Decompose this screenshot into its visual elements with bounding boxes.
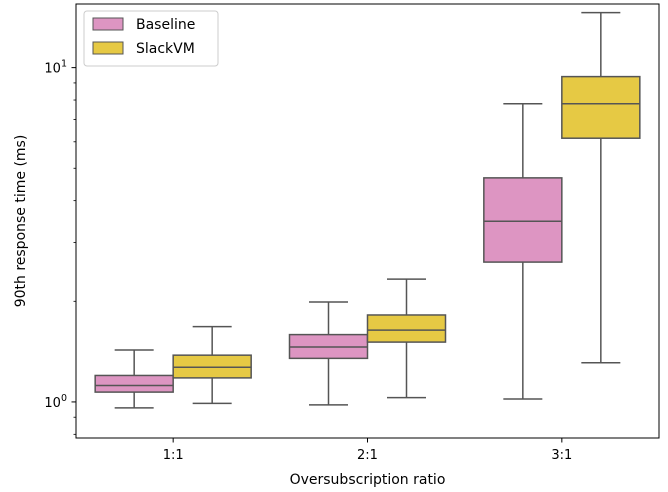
y-tick-label: 100 [44, 393, 67, 411]
x-axis: 1:1 2:1 3:1 [163, 438, 573, 463]
x-tick-label: 3:1 [551, 448, 572, 463]
box-iqr [95, 375, 173, 392]
legend-label-baseline: Baseline [136, 17, 195, 33]
plot-background [76, 4, 659, 438]
y-axis-title: 90th response time (ms) [13, 135, 29, 308]
x-tick-label: 2:1 [357, 448, 378, 463]
box-iqr [368, 315, 446, 342]
y-axis: 100 101 [44, 59, 76, 435]
box-iqr [562, 77, 640, 139]
legend: Baseline SlackVM [84, 11, 218, 66]
x-tick-label: 1:1 [163, 448, 184, 463]
legend-swatch-baseline [93, 18, 123, 30]
legend-swatch-slackvm [93, 42, 123, 54]
legend-label-slackvm: SlackVM [136, 41, 195, 57]
x-axis-title: Oversubscription ratio [290, 472, 446, 488]
y-tick-label: 101 [44, 59, 67, 77]
box-iqr [484, 178, 562, 262]
